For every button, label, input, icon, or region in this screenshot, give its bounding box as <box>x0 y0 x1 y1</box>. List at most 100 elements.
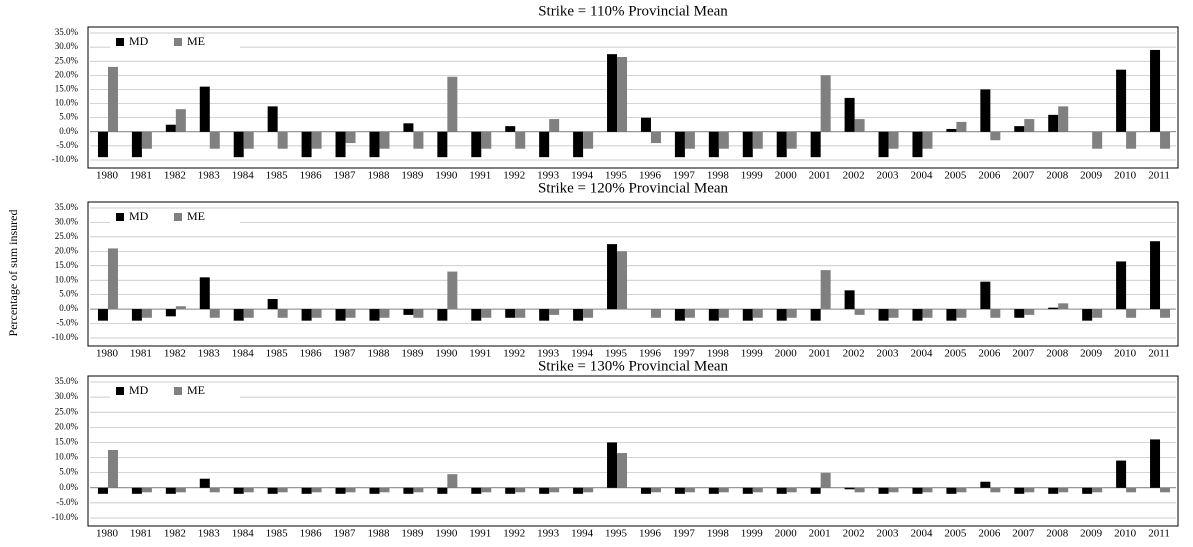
y-tick-label: 20.0% <box>55 245 79 255</box>
bar <box>674 131 685 158</box>
x-tick-label: 1980 <box>96 528 119 540</box>
x-tick-label: 2009 <box>1080 528 1103 540</box>
bar <box>810 487 821 494</box>
y-tick-label: 0.0% <box>59 126 78 136</box>
bar <box>1048 487 1059 494</box>
bar <box>141 131 152 149</box>
x-tick-label: 2002 <box>843 348 865 360</box>
bar <box>403 123 414 132</box>
bar <box>175 109 186 132</box>
bar <box>1014 309 1025 318</box>
x-tick-label: 1983 <box>198 348 221 360</box>
bar <box>505 487 516 494</box>
x-tick-label: 1997 <box>673 348 696 360</box>
x-tick-label: 1981 <box>130 528 152 540</box>
bar <box>233 309 244 321</box>
bar <box>1150 49 1161 132</box>
bar <box>471 309 482 321</box>
legend-label: ME <box>187 34 205 48</box>
x-tick-label: 1999 <box>741 528 764 540</box>
bar <box>583 487 594 493</box>
bar <box>640 117 651 132</box>
bar <box>471 131 482 158</box>
bar <box>776 131 787 158</box>
legend-swatch <box>174 38 182 46</box>
y-tick-label: 25.0% <box>55 406 79 416</box>
bar <box>878 487 889 494</box>
bar <box>447 76 458 132</box>
bar <box>990 131 1001 141</box>
y-tick-label: 15.0% <box>55 437 79 447</box>
x-tick-label: 1988 <box>367 348 390 360</box>
x-tick-label: 2000 <box>775 528 798 540</box>
bar <box>403 309 414 315</box>
x-tick-label: 1985 <box>266 348 289 360</box>
bar <box>752 309 763 318</box>
x-tick-label: 2004 <box>910 528 933 540</box>
bar <box>335 309 346 321</box>
x-tick-label: 2003 <box>877 170 900 182</box>
x-tick-label: 1985 <box>266 528 289 540</box>
bar <box>742 487 753 494</box>
bar <box>131 309 142 321</box>
x-tick-label: 1989 <box>401 170 424 182</box>
bar <box>888 487 899 493</box>
x-tick-label: 1998 <box>707 528 730 540</box>
x-tick-label: 2002 <box>843 170 865 182</box>
bar <box>820 270 831 310</box>
bar <box>1116 460 1127 488</box>
legend-swatch <box>116 387 124 395</box>
bar <box>573 131 584 158</box>
x-tick-label: 2006 <box>978 528 1001 540</box>
bar <box>708 309 719 321</box>
bar <box>878 309 889 321</box>
y-tick-label: 20.0% <box>55 421 79 431</box>
bar <box>447 271 458 310</box>
bar <box>267 487 278 494</box>
x-tick-label: 2001 <box>809 170 831 182</box>
bar <box>1048 114 1059 132</box>
x-tick-label: 2007 <box>1012 348 1035 360</box>
x-tick-label: 1987 <box>334 528 357 540</box>
plot-frame <box>87 375 1179 527</box>
bar <box>267 299 278 310</box>
bar <box>539 309 550 321</box>
bar <box>1082 309 1093 321</box>
x-tick-label: 1994 <box>571 528 594 540</box>
bar <box>573 309 584 321</box>
bar <box>1058 487 1069 493</box>
y-tick-label: -5.0% <box>56 497 78 507</box>
x-tick-label: 1987 <box>334 348 357 360</box>
x-tick-label: 1992 <box>503 170 525 182</box>
bar <box>539 131 550 158</box>
bar <box>1126 309 1137 318</box>
bar <box>437 309 448 321</box>
bar <box>640 487 651 494</box>
x-tick-label: 2011 <box>1148 348 1170 360</box>
y-tick-label: 25.0% <box>55 231 79 241</box>
bar <box>199 277 210 310</box>
bar <box>107 248 118 310</box>
chart-title: Strike = 130% Provincial Mean <box>538 358 729 374</box>
bar <box>922 131 933 149</box>
y-tick-label: 10.0% <box>55 274 79 284</box>
y-tick-label: 35.0% <box>55 27 79 37</box>
y-tick-label: 0.0% <box>59 303 78 313</box>
bar <box>1150 241 1161 310</box>
x-tick-label: 1990 <box>435 170 458 182</box>
bar <box>549 309 560 315</box>
bar <box>820 472 831 488</box>
bar <box>1014 487 1025 494</box>
x-tick-label: 2001 <box>809 348 831 360</box>
bar <box>1058 303 1069 310</box>
legend-swatch <box>116 213 124 221</box>
y-tick-label: 10.0% <box>55 452 79 462</box>
x-tick-label: 1996 <box>639 170 662 182</box>
bar <box>131 131 142 158</box>
x-tick-label: 2004 <box>910 348 933 360</box>
x-tick-label: 2004 <box>910 170 933 182</box>
x-tick-label: 2005 <box>944 528 967 540</box>
bar <box>752 487 763 493</box>
bar <box>515 131 526 149</box>
x-tick-label: 2005 <box>944 170 967 182</box>
